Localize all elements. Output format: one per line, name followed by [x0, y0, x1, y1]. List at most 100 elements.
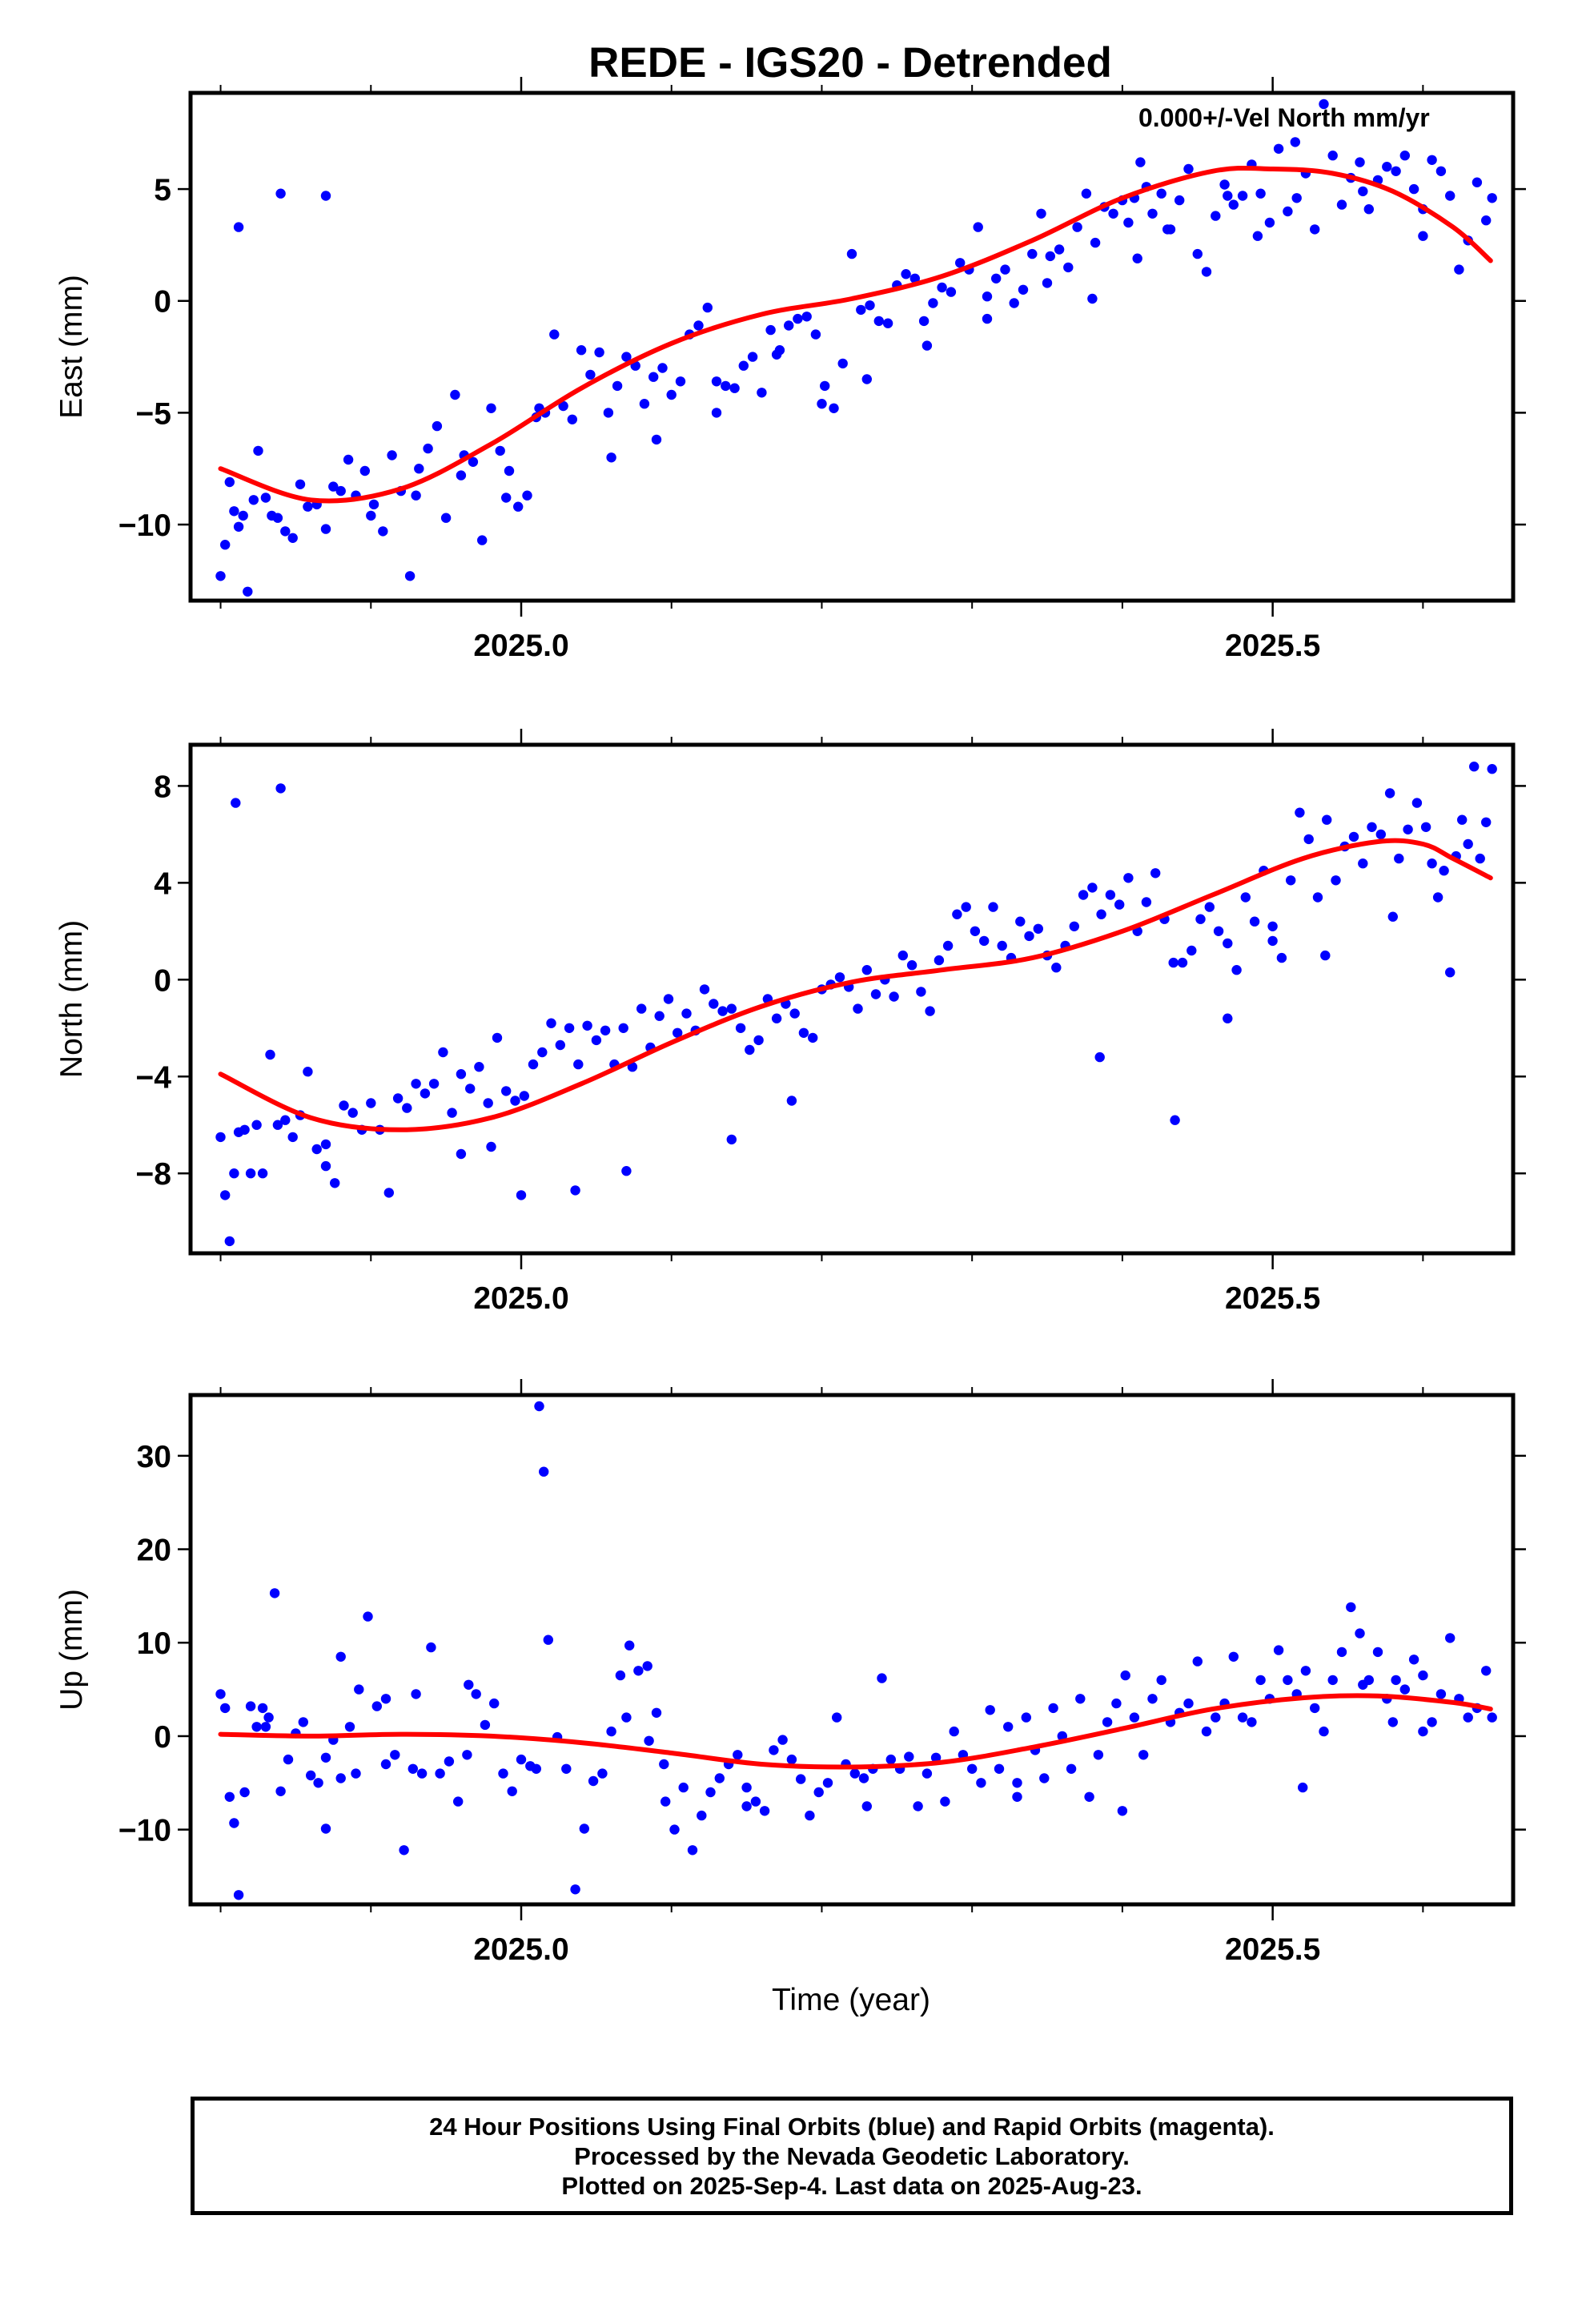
data-point [239, 1787, 250, 1798]
data-point [1090, 237, 1101, 248]
data-point [659, 1759, 669, 1770]
data-point [411, 1079, 421, 1089]
data-point [492, 1032, 503, 1043]
data-point [561, 1763, 572, 1774]
data-point [793, 313, 803, 324]
y-tick-label: 30 [137, 1440, 171, 1474]
data-point [280, 526, 291, 537]
data-point [1319, 1726, 1329, 1737]
data-point [636, 1003, 647, 1014]
data-point [849, 1768, 861, 1779]
data-point [1120, 1670, 1130, 1681]
data-point [344, 1722, 355, 1732]
data-point [1312, 892, 1323, 903]
data-point [251, 1722, 262, 1732]
data-point [1211, 1712, 1221, 1723]
data-point [1183, 163, 1194, 175]
x-tick-label: 2025.5 [1225, 629, 1320, 663]
data-point [757, 388, 767, 398]
data-point [1481, 817, 1492, 827]
data-point [504, 465, 515, 476]
data-point [1228, 1651, 1239, 1662]
data-point [916, 987, 926, 997]
data-point [904, 1751, 914, 1762]
data-point [1141, 897, 1152, 907]
data-point [570, 1185, 580, 1196]
data-point [873, 316, 885, 327]
data-point [576, 345, 587, 356]
data-point [937, 282, 947, 293]
data-point [257, 1703, 268, 1714]
data-point [1463, 1712, 1473, 1723]
data-point [483, 1098, 493, 1108]
data-point [913, 1801, 923, 1811]
data-point [486, 1141, 496, 1152]
data-point [495, 445, 505, 456]
data-point [1036, 208, 1046, 219]
data-point [1418, 1726, 1428, 1737]
data-point [717, 1006, 728, 1016]
data-point [1319, 99, 1329, 110]
data-point [687, 1845, 698, 1856]
data-point [489, 1698, 500, 1709]
data-point [215, 1132, 226, 1143]
data-point [380, 1759, 391, 1770]
data-point [1291, 193, 1302, 203]
data-point [320, 1139, 331, 1150]
data-point [699, 984, 710, 995]
data-point [570, 1884, 580, 1895]
data-point [573, 1059, 584, 1070]
data-point [1072, 222, 1082, 232]
data-point [1024, 931, 1034, 942]
data-point [269, 1588, 280, 1598]
data-point [320, 191, 331, 201]
data-point [709, 999, 719, 1009]
footer-line-2: Processed by the Nevada Geodetic Laborat… [574, 2141, 1130, 2170]
data-point [480, 1719, 491, 1731]
data-point [745, 1044, 755, 1055]
data-point [988, 902, 998, 912]
data-point [885, 1754, 897, 1765]
data-point [1290, 137, 1301, 147]
data-point [901, 269, 911, 279]
data-point [1247, 1717, 1257, 1727]
data-point [1327, 1675, 1338, 1686]
data-point [1201, 1726, 1212, 1737]
data-point [714, 1773, 725, 1783]
data-point [1375, 829, 1387, 840]
data-point [1363, 204, 1375, 215]
data-point [1408, 1655, 1419, 1665]
data-point [1445, 1633, 1456, 1643]
y-tick-label: 20 [137, 1534, 171, 1568]
data-point [471, 1689, 481, 1699]
data-point [1192, 1656, 1203, 1667]
y-tick-label: 0 [154, 285, 171, 320]
data-point [1445, 967, 1456, 978]
data-point [1336, 199, 1347, 210]
data-point [1472, 177, 1483, 187]
data-point [1228, 199, 1239, 210]
data-point [1445, 191, 1456, 201]
data-point [925, 1006, 935, 1016]
data-point [351, 1768, 361, 1779]
data-point [801, 312, 812, 322]
data-point [1123, 873, 1134, 883]
data-point [456, 470, 467, 480]
data-point [1399, 151, 1411, 161]
data-point [786, 1754, 797, 1765]
y-axis-label: East (mm) [54, 275, 89, 419]
data-point [870, 989, 881, 999]
data-point [224, 1236, 235, 1247]
data-point [918, 316, 930, 327]
data-point [759, 1806, 770, 1816]
data-point [1003, 1722, 1014, 1732]
data-point [1129, 1712, 1140, 1723]
data-point [1018, 284, 1029, 295]
data-point [976, 1778, 986, 1788]
data-point [921, 1768, 933, 1779]
data-point [335, 1651, 346, 1662]
data-point [404, 571, 416, 581]
data-point [453, 1796, 464, 1807]
data-point [283, 1754, 294, 1765]
